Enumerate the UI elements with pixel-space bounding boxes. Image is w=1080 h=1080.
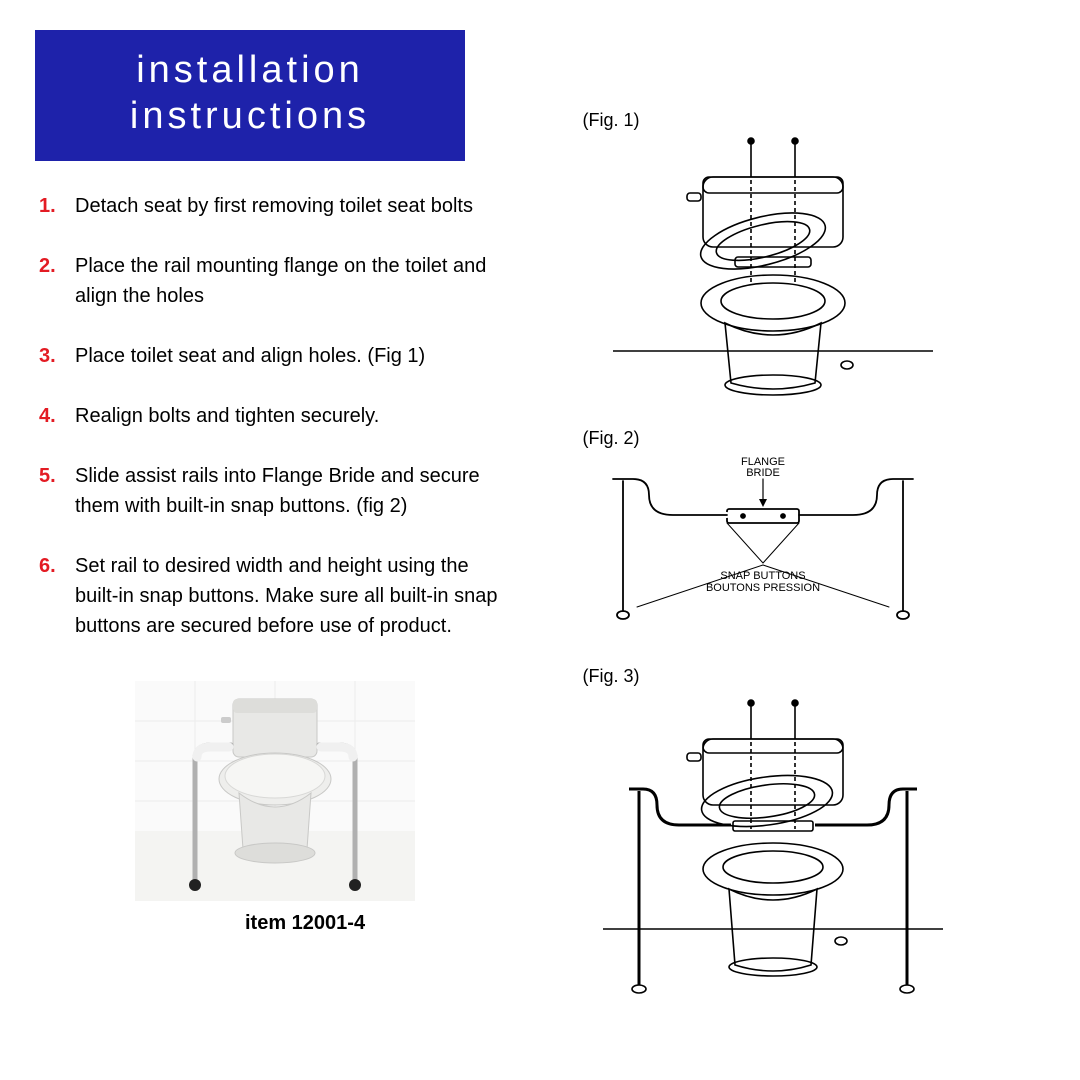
step-text: Place toilet seat and align holes. (Fig … [75, 341, 513, 371]
steps-list: 1. Detach seat by first removing toilet … [35, 191, 543, 671]
item-label: item 12001-4 [135, 912, 543, 935]
step-number: 5. [35, 461, 75, 521]
step-text: Set rail to desired width and height usi… [75, 551, 513, 641]
step-number: 2. [35, 251, 75, 311]
step-text: Detach seat by first removing toilet sea… [75, 191, 513, 221]
fig2-flange-2: BRIDE [746, 467, 780, 479]
fig2-snap-1: SNAP BUTTONS [720, 570, 805, 582]
page-root: installation instructions 1. Detach seat… [0, 0, 1080, 1080]
fig1-label: (Fig. 1) [553, 110, 1051, 131]
left-column: installation instructions 1. Detach seat… [35, 30, 543, 1060]
step-item: 6. Set rail to desired width and height … [35, 551, 513, 641]
figure-3: (Fig. 3) [553, 666, 1051, 1014]
fig2-label: (Fig. 2) [553, 428, 1051, 449]
fig1-svg [553, 133, 973, 413]
step-number: 4. [35, 401, 75, 431]
step-item: 4. Realign bolts and tighten securely. [35, 401, 513, 431]
step-text: Place the rail mounting flange on the to… [75, 251, 513, 311]
title-line-1: installation [136, 49, 364, 91]
step-item: 3. Place toilet seat and align holes. (F… [35, 341, 513, 371]
step-number: 6. [35, 551, 75, 641]
step-number: 3. [35, 341, 75, 371]
figure-2: (Fig. 2) [553, 428, 1051, 656]
step-item: 1. Detach seat by first removing toilet … [35, 191, 513, 221]
title-bar: installation instructions [35, 30, 465, 161]
fig3-label: (Fig. 3) [553, 666, 1051, 687]
fig3-svg [553, 689, 973, 1009]
right-column: (Fig. 1) [543, 30, 1051, 1060]
step-text: Realign bolts and tighten securely. [75, 401, 513, 431]
step-text: Slide assist rails into Flange Bride and… [75, 461, 513, 521]
title-line-2: instructions [130, 95, 370, 137]
product-photo-block: item 12001-4 [35, 681, 543, 935]
step-item: 2. Place the rail mounting flange on the… [35, 251, 513, 311]
product-photo-illustration [135, 681, 415, 901]
fig2-snap-2: BOUTONS PRESSION [705, 582, 819, 594]
figure-1: (Fig. 1) [553, 110, 1051, 418]
step-number: 1. [35, 191, 75, 221]
fig2-svg: FLANGE BRIDE SNAP BUTTONS BOUTONS PRESSI… [553, 451, 973, 651]
step-item: 5. Slide assist rails into Flange Bride … [35, 461, 513, 521]
